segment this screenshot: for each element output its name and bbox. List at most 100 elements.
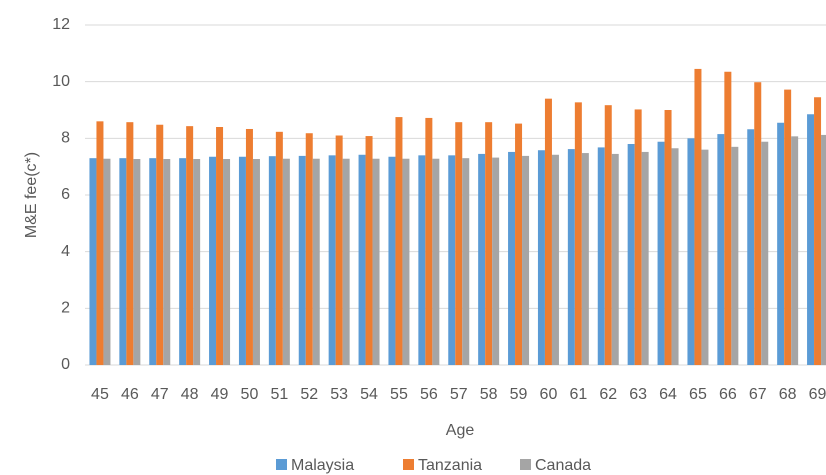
y-tick-label: 8 [61, 130, 70, 147]
bar [611, 153, 619, 365]
bar [462, 158, 470, 365]
bar [418, 155, 426, 365]
bar [551, 154, 559, 365]
bar [282, 158, 290, 365]
y-tick-label: 0 [61, 356, 70, 373]
bar [268, 156, 276, 365]
x-axis-title: Age [446, 422, 475, 439]
bar [814, 97, 822, 365]
y-tick-label: 6 [61, 186, 70, 203]
bar [492, 157, 500, 365]
bar [388, 156, 396, 365]
bar [807, 114, 815, 365]
x-tick-label: 53 [330, 386, 348, 403]
x-tick-label: 61 [569, 386, 587, 403]
bar [312, 158, 320, 365]
x-tick-label: 51 [270, 386, 288, 403]
bar [186, 126, 194, 366]
bar [358, 154, 366, 365]
bar [515, 123, 523, 365]
x-tick-label: 65 [689, 386, 707, 403]
bar [754, 82, 762, 365]
x-tick-label: 46 [121, 386, 139, 403]
x-tick-label: 55 [390, 386, 408, 403]
bar [537, 150, 545, 365]
bar [103, 158, 111, 365]
bar [365, 136, 373, 365]
bar [209, 156, 217, 365]
bar [89, 158, 97, 365]
bar [305, 133, 313, 365]
x-tick-label: 45 [91, 386, 109, 403]
bar [574, 102, 582, 365]
bar [581, 153, 589, 365]
legend-swatch [403, 459, 414, 470]
bar [604, 105, 612, 365]
bar [432, 158, 440, 365]
bar [597, 147, 605, 365]
x-tick-label: 48 [181, 386, 199, 403]
bar [634, 109, 642, 365]
bar [567, 149, 575, 365]
bar [193, 159, 201, 365]
bar [372, 158, 380, 365]
y-tick-label: 4 [61, 243, 70, 260]
bar [163, 159, 171, 365]
bar [664, 110, 672, 365]
bar [342, 158, 350, 365]
bar [223, 159, 231, 365]
bar [701, 149, 709, 365]
x-tick-label: 58 [480, 386, 498, 403]
bar [133, 159, 141, 365]
bar [687, 138, 695, 365]
bar [216, 127, 224, 365]
x-tick-label: 49 [211, 386, 229, 403]
y-tick-label: 12 [52, 16, 70, 33]
bar [485, 122, 493, 365]
x-tick-label: 52 [300, 386, 318, 403]
y-axis-title: M&E fee(c*) [23, 152, 40, 238]
x-tick-label: 63 [629, 386, 647, 403]
x-tick-label: 64 [659, 386, 677, 403]
x-tick-label: 69 [809, 386, 826, 403]
bar [641, 151, 649, 365]
bar [777, 122, 785, 365]
legend-label: Malaysia [291, 457, 354, 474]
bar [119, 158, 127, 365]
bar [149, 158, 157, 365]
bar [544, 98, 552, 366]
bar [328, 155, 336, 365]
x-tick-label: 66 [719, 386, 737, 403]
bar [657, 141, 665, 365]
x-tick-label: 60 [540, 386, 558, 403]
bar [245, 128, 253, 365]
bar [425, 117, 433, 365]
x-tick-label: 47 [151, 386, 169, 403]
bar [731, 146, 739, 365]
bar [791, 136, 799, 365]
bar [448, 155, 456, 365]
x-tick-label: 50 [241, 386, 259, 403]
bar [275, 131, 283, 365]
bar [238, 156, 246, 365]
x-tick-label: 54 [360, 386, 378, 403]
bar [724, 71, 732, 365]
bar [747, 129, 755, 365]
bar [694, 68, 702, 366]
bar [252, 159, 260, 365]
legend-label: Tanzania [418, 457, 482, 474]
bar [508, 151, 516, 365]
x-tick-label: 62 [599, 386, 617, 403]
legend-swatch [520, 459, 531, 470]
bar [784, 89, 792, 365]
x-tick-label: 68 [779, 386, 797, 403]
y-tick-label: 2 [61, 300, 70, 317]
bar [298, 155, 306, 365]
bar [179, 158, 187, 365]
bar [671, 148, 679, 365]
bar [627, 144, 635, 365]
bar [478, 153, 486, 365]
x-tick-label: 56 [420, 386, 438, 403]
